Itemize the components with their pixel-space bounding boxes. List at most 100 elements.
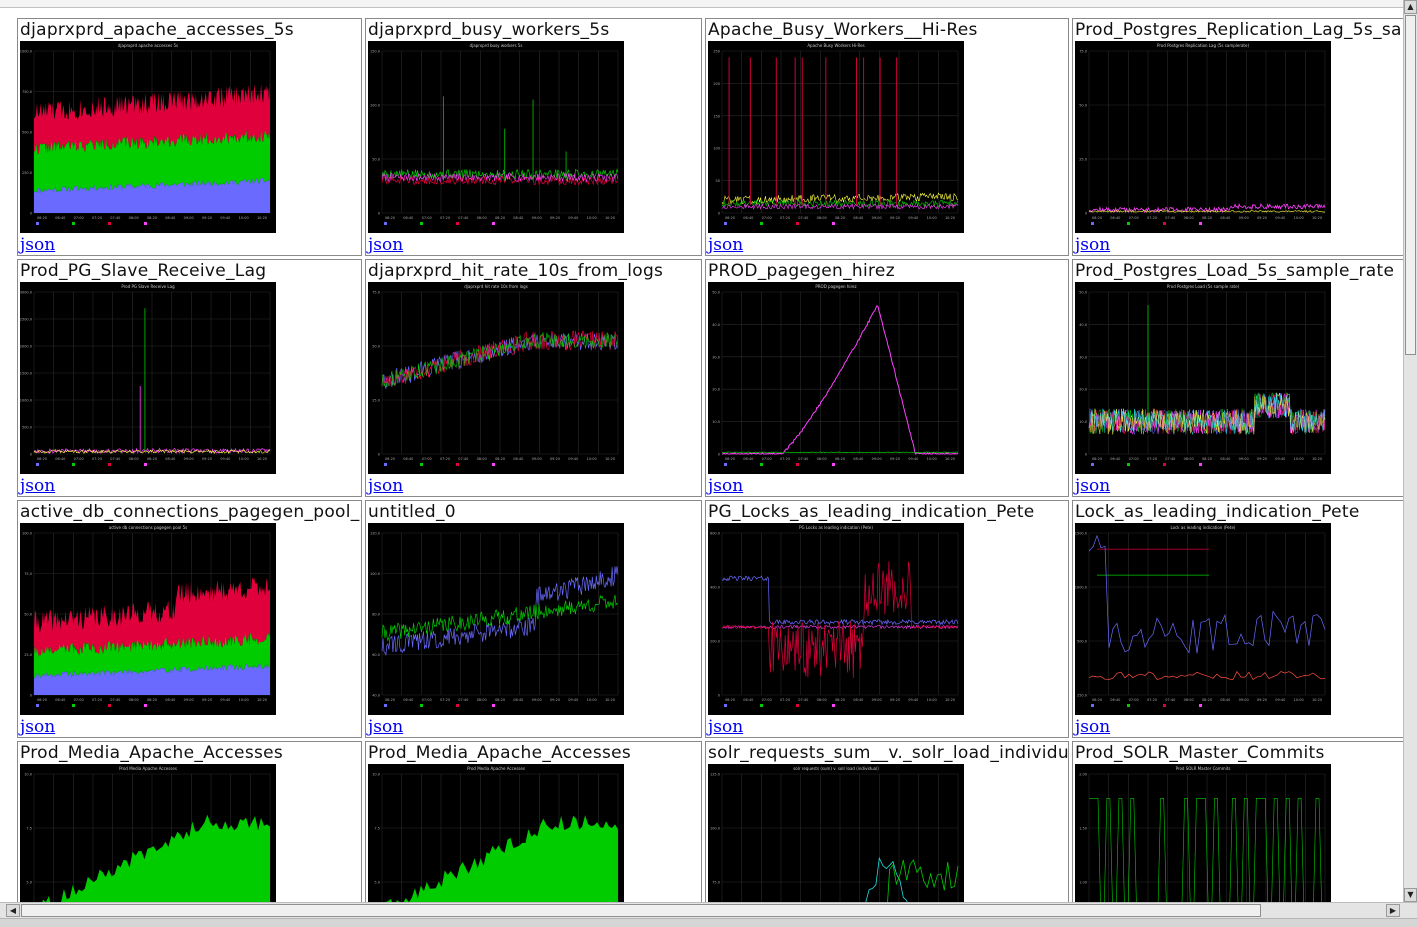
horizontal-scrollbar[interactable]: ◀ ▶	[0, 902, 1417, 918]
x-tick-label: 09:20	[550, 457, 560, 461]
legend-swatch	[1163, 222, 1166, 225]
graph-cell: Prod_Media_Apache_Accesses10.07.55.02.50…	[17, 741, 362, 902]
x-tick-label: 07:20	[1147, 457, 1157, 461]
x-tick-label: 10:00	[587, 216, 597, 220]
graph-inner-title: Prod PG Slave Receive Lag	[121, 284, 175, 289]
y-tick-label: 80.0	[372, 613, 380, 617]
scroll-right-arrow-icon[interactable]: ▶	[1386, 904, 1400, 917]
legend-swatch	[492, 222, 495, 225]
y-tick-label: 0	[718, 453, 720, 457]
json-link[interactable]: json	[20, 717, 56, 737]
legend-swatch	[832, 222, 835, 225]
series-line	[381, 566, 619, 656]
x-tick-label: 10:00	[1294, 457, 1304, 461]
legend-swatch	[1091, 222, 1094, 225]
x-tick-label: 07:00	[1129, 457, 1139, 461]
x-tick-label: 06:20	[37, 698, 47, 702]
graph-image[interactable]: 3000.0 2500.0 2000.0 1500.0 1000.0 500.0 0 06:2…	[20, 282, 276, 474]
y-tick-label: 0	[30, 453, 32, 457]
x-tick-label: 08:40	[1220, 457, 1230, 461]
blue-stack-area	[34, 177, 270, 213]
x-tick-label: 06:40	[1110, 216, 1120, 220]
x-tick-label: 09:00	[1239, 457, 1249, 461]
x-tick-label: 08:40	[1220, 216, 1230, 220]
x-tick-label: 09:20	[1257, 457, 1267, 461]
x-tick-label: 08:40	[1220, 698, 1230, 702]
json-link[interactable]: json	[708, 235, 744, 255]
json-link[interactable]: json	[1075, 717, 1111, 737]
y-tick-label: 3000.0	[20, 291, 32, 295]
x-tick-label: 09:00	[532, 698, 542, 702]
y-tick-label: 150.0	[370, 50, 380, 54]
graph-cell: Prod_PG_Slave_Receive_Lag 3000.0 2500.0 200…	[17, 259, 362, 497]
json-link[interactable]: json	[20, 476, 56, 496]
graph-image[interactable]: 10.07.55.02.506:2006:4007:0007:2007:4008…	[368, 764, 624, 902]
series-line	[33, 449, 271, 454]
graph-image[interactable]: 2.001.501.000.5006:2006:4007:0007:2007:4…	[1075, 764, 1331, 902]
y-tick-label: 75.0	[372, 291, 380, 295]
legend-swatch	[1163, 463, 1166, 466]
graph-image[interactable]: 250 200 150 100 50 0 06:20 06:40 07:00 07:20 07:40…	[708, 41, 964, 233]
graph-background	[368, 523, 624, 715]
graph-inner-title: djaprxprd hit rate 10s from logs	[464, 284, 528, 289]
x-tick-label: 06:40	[55, 216, 65, 220]
y-tick-label: 75.0	[24, 572, 32, 576]
graph-image[interactable]: 125.0100.075.050.006:2006:4007:0007:2007…	[708, 764, 964, 902]
series-line	[887, 859, 959, 902]
graph-image[interactable]: 75.0 50.0 25.0 0 06:20 06:40 07:00 07:20 07:40 08…	[368, 282, 624, 474]
x-tick-label: 09:20	[1257, 216, 1267, 220]
json-link[interactable]: json	[368, 235, 404, 255]
legend-swatch	[492, 463, 495, 466]
graph-image[interactable]: 50.0 40.0 30.0 20.0 10.0 0 06:20 06:40 07:00 07:2…	[708, 282, 964, 474]
graph-image[interactable]: 100.0 75.0 50.0 25.0 0 06:20 06:40 07:00 07:20 07…	[20, 523, 276, 715]
legend-swatch	[144, 704, 147, 707]
graph-inner-title: Apache Busy Workers Hi-Res	[807, 43, 864, 48]
json-link[interactable]: json	[1075, 476, 1111, 496]
graph-image[interactable]: 150.0 100.0 50.0 0 06:20 06:40 07:00 07:20 07:40…	[368, 41, 624, 233]
x-tick-label: 07:40	[110, 216, 120, 220]
graph-title: untitled_0	[368, 502, 456, 522]
graph-image[interactable]: 1500.0 1000.0 500.0 250.0 06:20 06:40 07:00 07:…	[1075, 523, 1331, 715]
json-link[interactable]: json	[20, 235, 56, 255]
green-stack-area	[34, 129, 270, 193]
scroll-up-arrow-icon[interactable]: ▲	[1404, 0, 1417, 14]
graph-image[interactable]: 50.0 40.0 30.0 20.0 10.0 0 06:20 06:40 07:00 07:2…	[1075, 282, 1331, 474]
x-tick-label: 10:00	[927, 216, 937, 220]
x-tick-label: 08:00	[129, 216, 139, 220]
json-link[interactable]: json	[708, 717, 744, 737]
scroll-down-arrow-icon[interactable]: ▼	[1404, 888, 1417, 902]
x-tick-label: 08:00	[477, 216, 487, 220]
graph-image[interactable]: 1000.0 750.0 500.0 250.0 0 06:20 06:40 07:00 07:…	[20, 41, 276, 233]
json-link[interactable]: json	[708, 476, 744, 496]
vertical-scroll-thumb[interactable]	[1405, 15, 1416, 355]
graph-svg: 1000.0 750.0 500.0 250.0 0 06:20 06:40 07:00 07:…	[20, 41, 276, 233]
graph-image[interactable]: 10.07.55.02.506:2006:4007:0007:2007:4008…	[20, 764, 276, 902]
y-tick-label: 1500.0	[20, 372, 32, 376]
scroll-left-arrow-icon[interactable]: ◀	[6, 904, 20, 917]
graph-image[interactable]: 600.0 400.0 200.0 0 06:20 06:40 07:00 07:20 07:4…	[708, 523, 964, 715]
json-link[interactable]: json	[1075, 235, 1111, 255]
series-line	[1088, 210, 1326, 213]
y-tick-label: 75.0	[1079, 50, 1087, 54]
x-tick-label: 07:20	[440, 457, 450, 461]
x-tick-label: 08:00	[129, 698, 139, 702]
graph-cell: djaprxprd_hit_rate_10s_from_logs 75.0 50.0…	[365, 259, 702, 497]
y-tick-label: 25.0	[24, 653, 32, 657]
json-link[interactable]: json	[368, 476, 404, 496]
legend-swatch	[760, 463, 763, 466]
y-tick-label: 7.5	[26, 827, 32, 831]
x-tick-label: 07:00	[422, 698, 432, 702]
x-tick-label: 06:40	[403, 698, 413, 702]
graph-background	[20, 282, 276, 474]
graph-image[interactable]: 120.0 100.0 80.0 60.0 40.0 06:20 06:40 07:00 07:…	[368, 523, 624, 715]
y-tick-label: 50.0	[1079, 104, 1087, 108]
status-bar	[0, 918, 1417, 927]
vertical-scrollbar[interactable]: ▲ ▼	[1403, 0, 1417, 902]
series-line	[1089, 798, 1322, 902]
graph-image[interactable]: 75.0 50.0 25.0 0 06:20 06:40 07:00 07:20 07:40 08…	[1075, 41, 1331, 233]
horizontal-scroll-thumb[interactable]	[21, 904, 1261, 917]
graph-inner-title: active db connections pagegen pool 5s	[109, 525, 187, 530]
x-tick-label: 08:00	[1184, 698, 1194, 702]
json-link[interactable]: json	[368, 717, 404, 737]
series-line	[33, 447, 271, 455]
